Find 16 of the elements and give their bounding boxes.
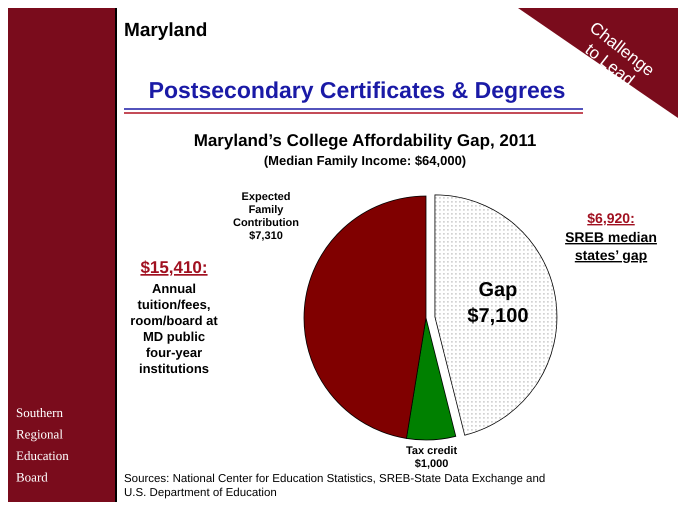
text: Annual tuition/fees, room/board at MD public four-year institutions [130,281,218,376]
chart-title: Maryland’s College Affordability Gap, 2011 [194,131,536,150]
text: $15,410: [140,258,208,277]
text: Maryland [124,20,208,41]
text: Southern Regional Education Board [16,405,70,484]
data-label: $7,310 [249,230,283,242]
data-label: $7,100 [467,305,529,327]
data-label: $1,000 [414,458,448,470]
text: Postsecondary Certificates & Degrees [148,77,566,103]
text: $6,920: [587,210,635,226]
slice-label: Gap [478,279,518,301]
source-note: Sources: National Center for Education Statistics, SREB-State Data Exchange and U.S. Department of Education [124,473,546,499]
chart-subtitle: (Median Family Income: $64,000) [264,153,466,168]
slice-label: Tax credit [406,444,458,457]
slice-label: Expected Family Contribution [233,191,300,229]
text: SREB median states’ gap [565,229,657,263]
